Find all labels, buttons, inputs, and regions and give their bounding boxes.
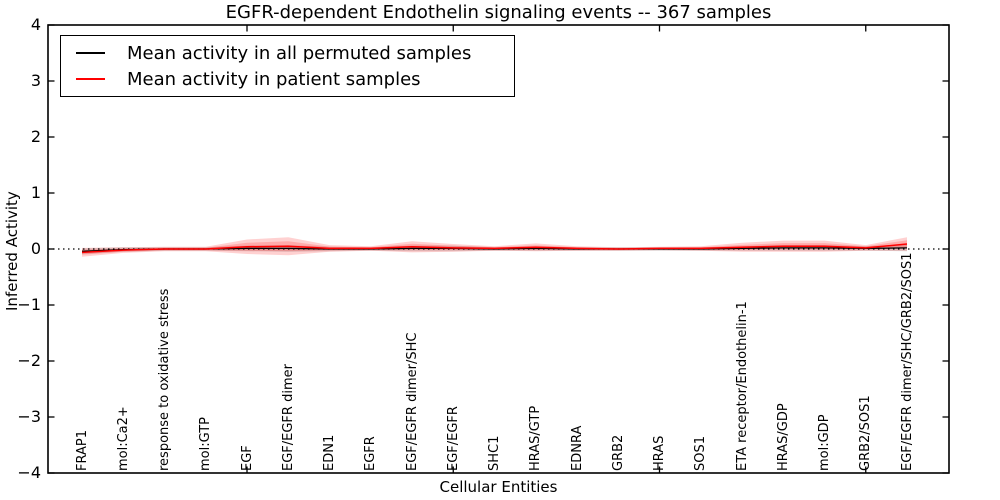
y-tick-label: −3 bbox=[17, 407, 41, 426]
y-tick-label: −4 bbox=[17, 463, 41, 482]
patient-line-swatch bbox=[76, 78, 105, 80]
x-category-label: EDNRA bbox=[569, 425, 585, 471]
legend-label-permuted: Mean activity in all permuted samples bbox=[127, 42, 472, 64]
x-category-label: EGF/EGFR dimer bbox=[280, 364, 296, 471]
x-category-label: EGF/EGFR bbox=[445, 406, 461, 471]
x-category-label: mol:GTP bbox=[198, 417, 214, 471]
x-category-label: mol:GDP bbox=[817, 414, 832, 471]
x-category-label: ETA receptor/Endothelin-1 bbox=[734, 301, 750, 471]
x-category-label: response to oxidative stress bbox=[157, 288, 172, 471]
y-tick-label: 0 bbox=[30, 239, 41, 258]
y-tick-label: 4 bbox=[30, 15, 41, 34]
x-category-label: SHC1 bbox=[487, 435, 502, 471]
x-category-label: EGF/EGFR dimer/SHC bbox=[404, 332, 420, 471]
y-tick-label: −2 bbox=[17, 351, 41, 370]
legend-label-patient: Mean activity in patient samples bbox=[127, 68, 421, 90]
legend: Mean activity in all permuted samples Me… bbox=[60, 35, 515, 97]
permuted-line-swatch bbox=[76, 52, 105, 54]
y-tick-label: 2 bbox=[30, 127, 41, 146]
patient-mean-line bbox=[81, 243, 908, 254]
patient-band-inner bbox=[82, 240, 907, 255]
y-tick-label: 1 bbox=[30, 183, 41, 202]
chart-title: EGFR-dependent Endothelin signaling even… bbox=[225, 2, 772, 23]
x-category-label: SOS1 bbox=[693, 435, 709, 471]
x-category-label: HRAS bbox=[652, 435, 667, 471]
x-axis-label: Cellular Entities bbox=[439, 478, 558, 496]
x-category-label: GRB2/SOS1 bbox=[858, 395, 874, 471]
x-category-label: FRAP1 bbox=[74, 430, 90, 471]
y-tick-label: −1 bbox=[17, 295, 41, 314]
legend-item-patient: Mean activity in patient samples bbox=[76, 69, 514, 90]
x-category-label: EGF bbox=[239, 445, 255, 471]
x-category-label: EGF/EGFR dimer/SHC/GRB2/SOS1 bbox=[899, 252, 915, 472]
patient-band-outer bbox=[82, 237, 907, 257]
x-category-label: mol:Ca2+ bbox=[115, 406, 131, 471]
legend-item-permuted: Mean activity in all permuted samples bbox=[76, 43, 514, 64]
x-category-label: HRAS/GTP bbox=[528, 405, 544, 471]
x-category-label: EDN1 bbox=[322, 434, 337, 471]
y-tick-label: 3 bbox=[30, 71, 41, 90]
x-category-label: HRAS/GDP bbox=[775, 403, 791, 471]
x-category-label: EGFR bbox=[363, 436, 379, 471]
x-category-label: GRB2 bbox=[610, 434, 626, 471]
